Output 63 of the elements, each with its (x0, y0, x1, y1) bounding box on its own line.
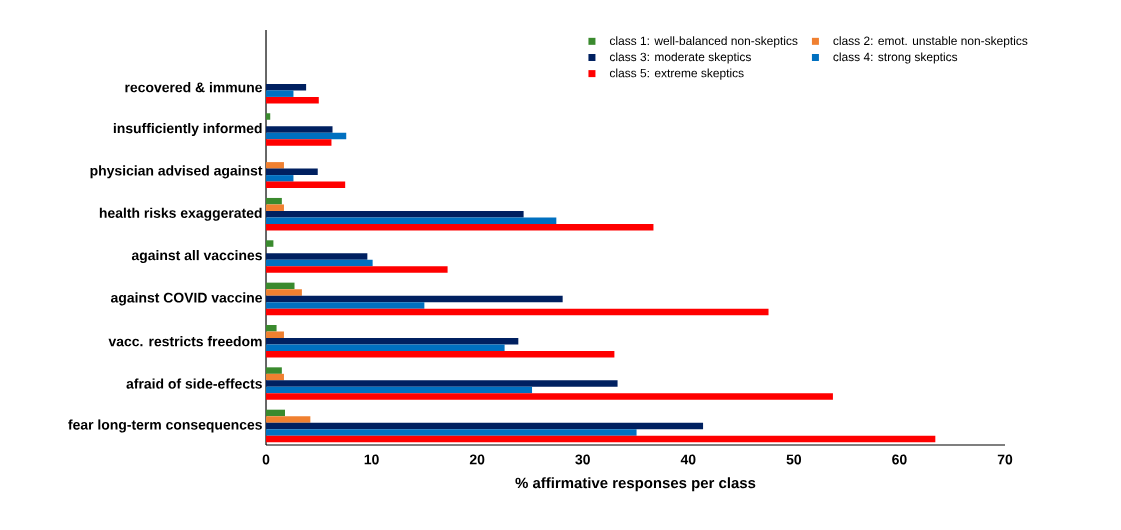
y-tick-label: insufficiently informed (113, 123, 262, 136)
bar (266, 83, 307, 91)
y-tick-label: physician advised against (90, 165, 263, 179)
y-tick-label: fear long-term consequences (68, 419, 262, 433)
legend-label: class 5: extreme skeptics (609, 68, 744, 80)
y-tick-label: recovered & immune (125, 82, 262, 93)
bar (266, 168, 318, 176)
bar (266, 126, 333, 133)
bar (266, 324, 277, 332)
bar (266, 337, 519, 345)
legend-label: class 1: well-balanced non-skeptics (609, 36, 798, 48)
bar (266, 113, 271, 120)
y-tick-label: against COVID vaccine (110, 292, 262, 306)
y-tick-label: health risks exaggerated (99, 207, 262, 221)
bar (266, 393, 833, 400)
bar (266, 409, 286, 417)
x-tick-label: 50 (786, 454, 802, 465)
bar (266, 435, 936, 443)
y-tick-label: vacc. restricts freedom (108, 336, 262, 347)
bar (266, 217, 557, 224)
y-tick-label: afraid of side-effects (126, 378, 262, 389)
bar (266, 259, 373, 267)
bar (266, 139, 332, 146)
legend-label: class 2: emot. unstable non-skeptics (833, 36, 1028, 48)
bar (266, 175, 294, 182)
bar (266, 266, 448, 273)
x-tick-label: 30 (575, 454, 590, 465)
bar (266, 240, 274, 247)
x-axis-title: % affirmative responses per class (515, 477, 756, 492)
bar (266, 429, 637, 436)
legend-label: class 3: moderate skeptics (609, 52, 751, 64)
legend-label: class 4: strong skeptics (833, 52, 958, 64)
bar (266, 367, 282, 374)
bar (266, 331, 284, 338)
bar (266, 289, 302, 296)
x-tick-label: 70 (997, 454, 1013, 465)
x-tick-label: 0 (262, 454, 270, 465)
bar (266, 210, 524, 218)
bar (266, 223, 654, 231)
x-tick-label: 60 (892, 454, 907, 465)
bar (266, 373, 284, 381)
bar (266, 350, 615, 358)
bar (266, 132, 347, 140)
bar (266, 96, 319, 104)
bar (266, 162, 284, 169)
x-tick-label: 20 (469, 454, 485, 465)
bar (266, 197, 282, 205)
bar (266, 386, 533, 394)
bar (266, 295, 563, 303)
x-tick-label: 40 (680, 454, 696, 465)
bar (266, 253, 368, 260)
bar (266, 422, 704, 430)
bar (266, 90, 294, 97)
bar (266, 344, 505, 351)
bar (266, 302, 425, 309)
x-tick-label: 10 (364, 454, 379, 465)
y-tick-label: against all vaccines (131, 250, 262, 264)
bar (266, 380, 618, 387)
bar (266, 282, 295, 290)
bar (266, 204, 284, 211)
bar (266, 416, 311, 423)
bar (266, 308, 769, 316)
bar (266, 181, 346, 189)
